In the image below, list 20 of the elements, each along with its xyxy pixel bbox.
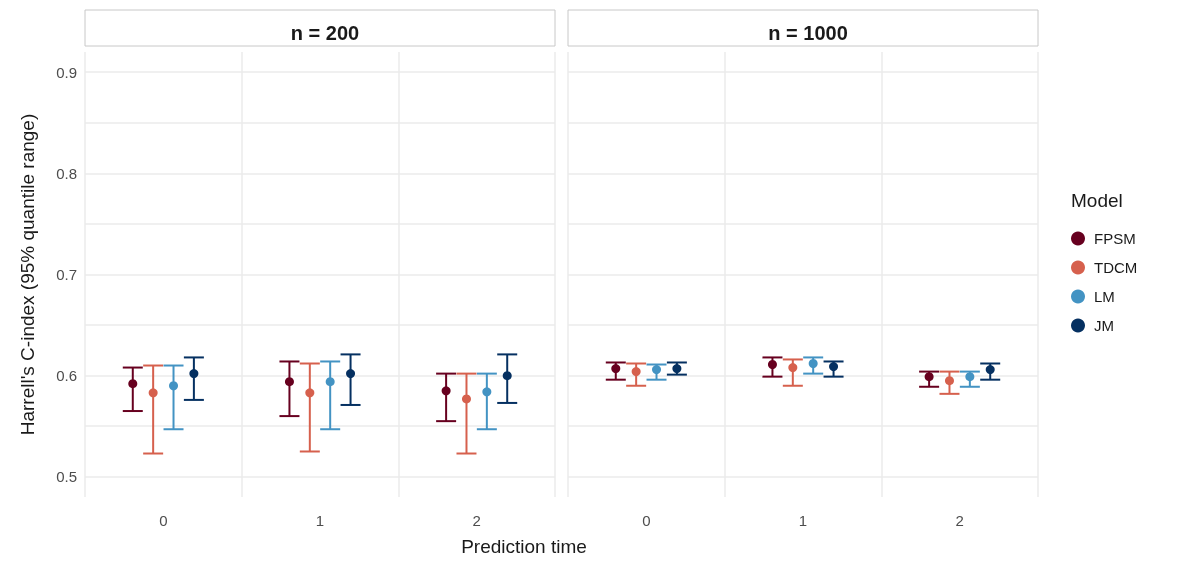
y-tick-label: 0.8 — [56, 164, 77, 182]
chart-title: n = 1000 — [768, 22, 848, 44]
y-tick-label: 0.9 — [56, 63, 77, 81]
x-tick-label: 2 — [955, 512, 964, 529]
legend-title: Model — [1071, 190, 1123, 211]
y-tick-label: 0.7 — [56, 266, 77, 283]
x-axis-title: Prediction time — [460, 536, 588, 558]
x-tick-label: 1 — [798, 512, 808, 529]
y-tick-label: 0.5 — [56, 468, 77, 486]
chart-title: n = 200 — [290, 22, 360, 44]
x-tick-label: 0 — [642, 512, 651, 529]
x-tick-label: 0 — [159, 512, 168, 529]
y-tick-label: 0.6 — [56, 367, 77, 385]
legend-label: FPSM — [1094, 230, 1136, 247]
y-axis-title: Harrell's C-index (95% quantile range) — [17, 113, 38, 436]
x-tick-label: 2 — [472, 512, 481, 529]
x-tick-label: 1 — [315, 512, 325, 529]
legend-label: JM — [1094, 317, 1114, 334]
legend-label: LM — [1094, 288, 1115, 305]
legend-label: TDCM — [1094, 259, 1138, 276]
